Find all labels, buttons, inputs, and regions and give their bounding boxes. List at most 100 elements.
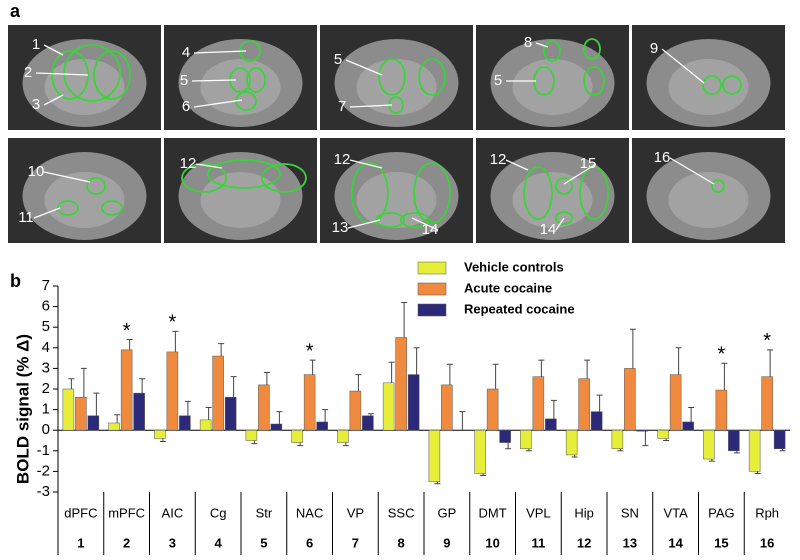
legend-swatch xyxy=(417,303,447,317)
bar xyxy=(316,421,328,431)
leader-line xyxy=(347,219,381,229)
category-number: 16 xyxy=(760,535,774,550)
error-bar xyxy=(779,448,786,452)
roi-outline xyxy=(583,66,605,96)
leader-line xyxy=(411,217,439,231)
brain-core xyxy=(668,59,749,115)
error-bar xyxy=(367,413,374,416)
roi-outline xyxy=(555,211,573,225)
roi-outline xyxy=(418,58,446,96)
bar xyxy=(154,429,166,439)
leader-line xyxy=(535,42,549,48)
roi-outline xyxy=(207,159,281,189)
roi-label: 5 xyxy=(180,72,188,89)
bar xyxy=(715,389,728,431)
error-bar xyxy=(446,363,453,385)
roi-outline xyxy=(101,200,123,216)
roi-outline xyxy=(523,166,553,220)
roi-outline xyxy=(86,177,106,195)
x-tick-label: PAG xyxy=(708,505,735,520)
error-bar xyxy=(139,378,146,394)
bar xyxy=(624,368,636,431)
leader-line xyxy=(563,163,597,185)
error-bar xyxy=(68,378,75,389)
bar xyxy=(120,349,133,431)
y-tick-label: 1 xyxy=(42,401,50,418)
leader-line xyxy=(193,99,243,108)
bar xyxy=(87,415,100,431)
x-tick-label: Hip xyxy=(574,505,594,520)
significance-marker: * xyxy=(123,320,131,342)
bar xyxy=(407,374,420,431)
y-tick-label: -1 xyxy=(37,442,50,459)
y-tick-label: 4 xyxy=(42,339,50,356)
error-bar xyxy=(355,374,362,392)
roi-label: 5 xyxy=(494,72,502,89)
leader-line xyxy=(191,79,237,82)
x-tick-label: DMT xyxy=(479,505,507,520)
error-bar xyxy=(525,448,532,452)
roi-label: 15 xyxy=(580,155,597,172)
bar xyxy=(636,429,649,432)
bar xyxy=(532,376,545,431)
significance-marker: * xyxy=(168,312,176,334)
x-tick-label: AIC xyxy=(162,505,184,520)
error-bar xyxy=(629,328,636,369)
bar xyxy=(395,337,407,431)
leader-line xyxy=(661,48,705,84)
roi-outline xyxy=(413,162,451,224)
leader-line xyxy=(349,104,393,108)
leader-line xyxy=(193,50,247,54)
leader-line xyxy=(345,59,383,76)
error-bar xyxy=(459,411,466,431)
error-bar xyxy=(596,394,603,412)
legend-label: Vehicle controls xyxy=(464,259,564,274)
category-number: 4 xyxy=(215,535,223,550)
error-bar xyxy=(230,376,237,398)
mri-image: 12 15 14 xyxy=(476,138,629,243)
panel-label: b xyxy=(10,271,21,291)
error-bar xyxy=(114,414,121,423)
roi-outline xyxy=(579,166,609,220)
error-bar xyxy=(159,438,166,443)
mri-image: 12 xyxy=(164,138,317,243)
roi-label: 3 xyxy=(32,96,40,113)
error-bar xyxy=(276,411,283,425)
error-bar xyxy=(172,330,179,352)
roi-label: 6 xyxy=(182,98,190,115)
error-bar xyxy=(492,363,499,389)
error-bar xyxy=(708,459,715,462)
error-bar xyxy=(413,347,420,375)
roi-outline xyxy=(583,38,601,60)
error-bar xyxy=(218,343,225,357)
brain-core xyxy=(200,59,281,115)
category-number: 1 xyxy=(77,535,84,550)
bar xyxy=(520,429,532,449)
leader-line xyxy=(35,72,89,76)
bar xyxy=(441,384,453,431)
y-tick-label: 7 xyxy=(42,277,50,294)
leader-line xyxy=(43,44,64,56)
bar xyxy=(337,429,349,443)
roi-outline xyxy=(543,40,561,62)
significance-marker: * xyxy=(717,344,725,366)
bar xyxy=(270,423,283,431)
roi-label: 9 xyxy=(650,40,658,57)
category-number: 5 xyxy=(260,535,267,550)
error-bar xyxy=(251,440,258,445)
roi-outline xyxy=(261,163,307,193)
mri-image: 85 xyxy=(476,25,629,130)
leader-line xyxy=(555,217,565,231)
roi-outline xyxy=(57,200,79,216)
roi-outline xyxy=(378,58,406,96)
error-bar xyxy=(754,471,761,474)
bar xyxy=(291,429,303,443)
leader-line xyxy=(505,159,529,171)
error-bar xyxy=(263,372,270,385)
mri-image: 123 xyxy=(8,25,161,130)
roi-outline xyxy=(722,75,742,95)
error-bar xyxy=(388,361,395,383)
brain-core xyxy=(668,172,749,228)
legend-swatch xyxy=(417,261,447,275)
roi-outline xyxy=(246,67,266,93)
